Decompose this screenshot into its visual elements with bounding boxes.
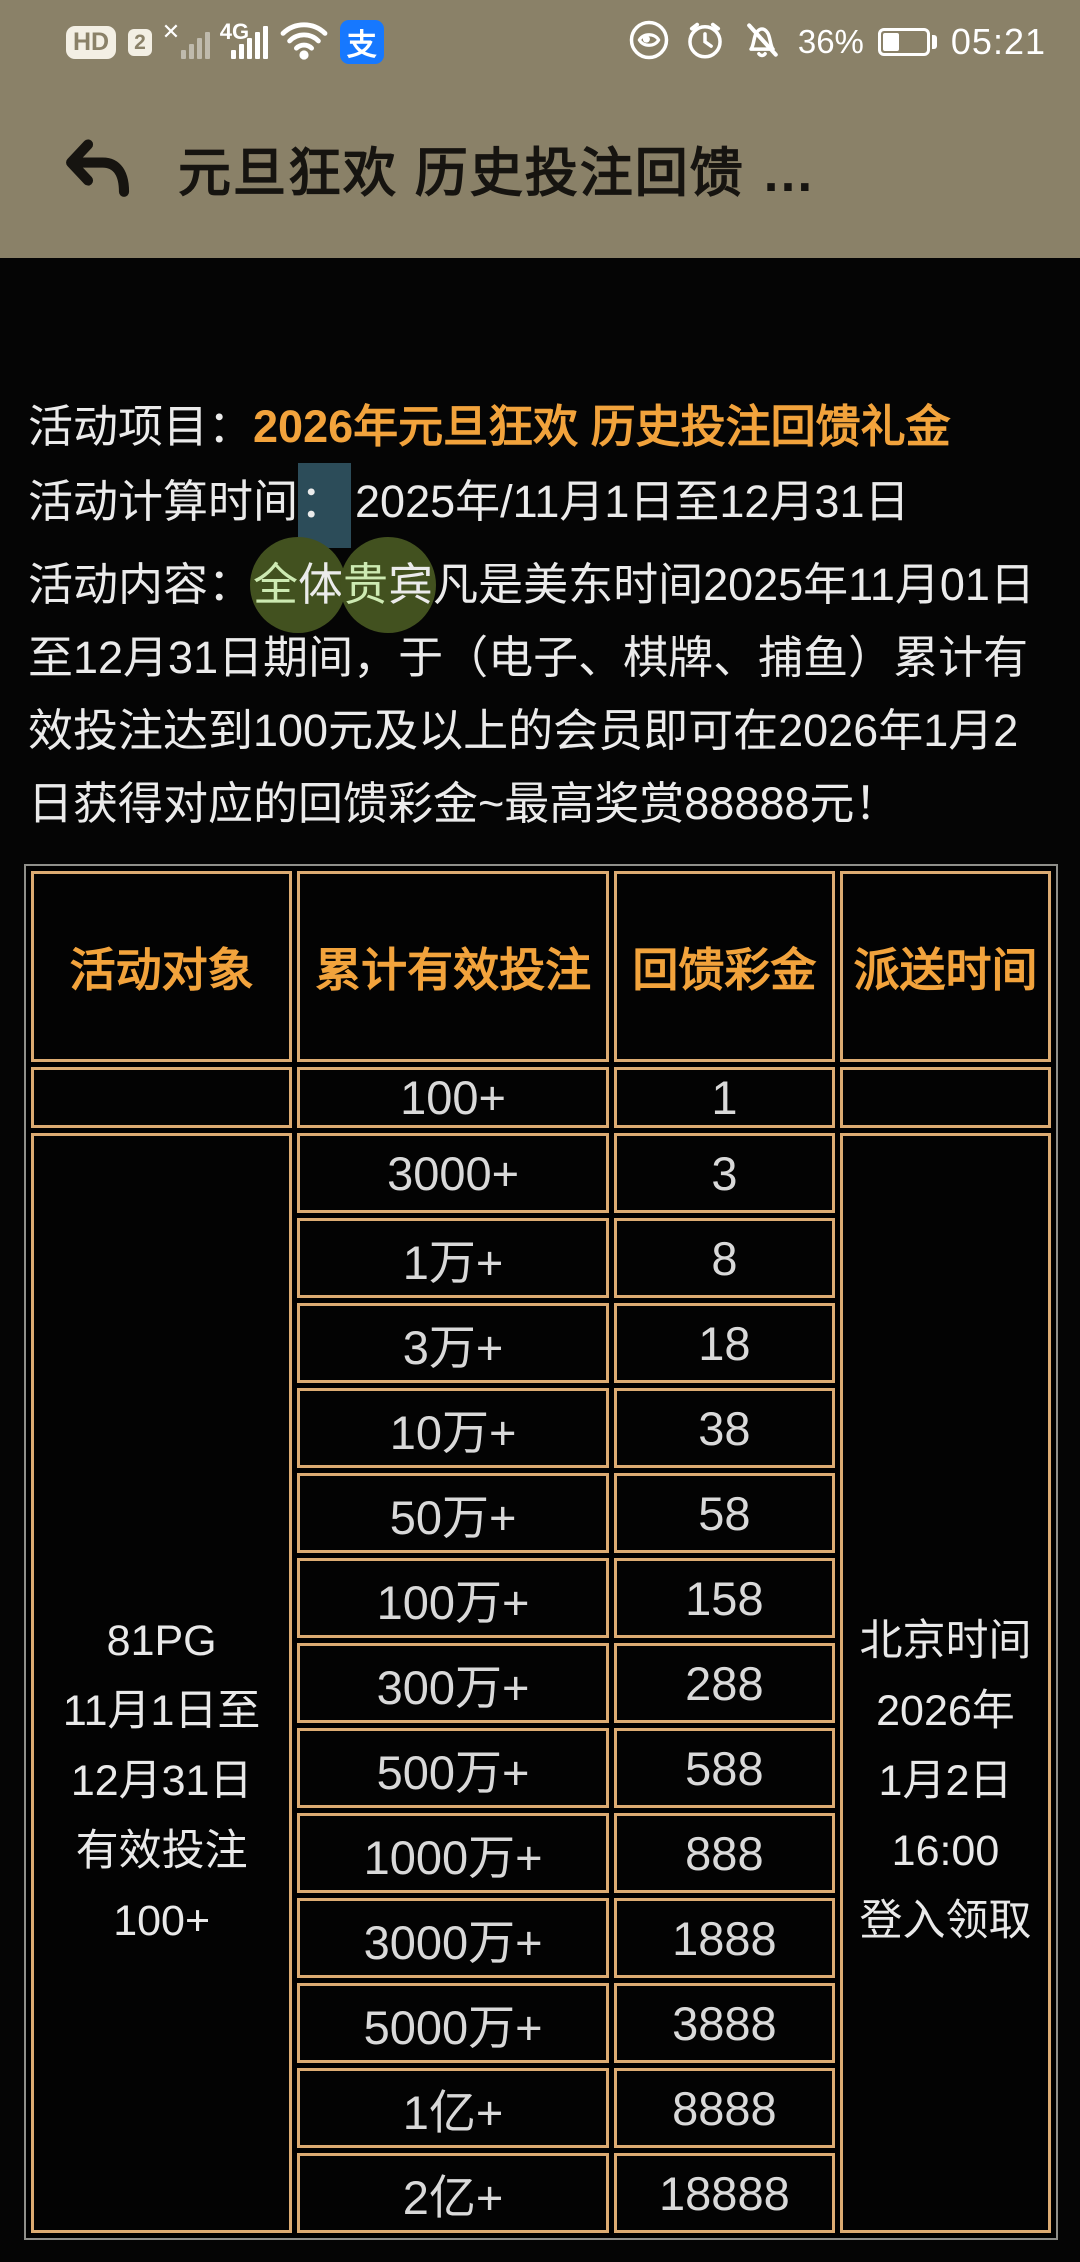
bet-cell: 5000万+ xyxy=(297,1983,609,2063)
bet-cell: 2亿+ xyxy=(297,2153,609,2233)
calc-time-value: 2025年/11月1日至12月31日 xyxy=(355,476,910,527)
bonus-cell: 3 xyxy=(613,1133,835,1213)
bonus-cell: 18 xyxy=(613,1303,835,1383)
table-row: 3000万+ 1888 xyxy=(31,1898,1051,1978)
bet-cell: 3000+ xyxy=(297,1133,609,1213)
promo-line-content: 活动内容：全体贵宾凡是美东时间2025年11月01日至12月31日期间，于（电子… xyxy=(28,548,1052,840)
bet-cell: 500万+ xyxy=(297,1728,609,1808)
send-time-merged-cell: 北京时间 2026年 1月2日 16:00 登入领取 xyxy=(839,1133,1051,2233)
table-row: 100万+ 158 xyxy=(31,1558,1051,1638)
col-header-bet: 累计有效投注 xyxy=(297,871,609,1062)
table-row: 1亿+ 8888 xyxy=(31,2068,1051,2148)
hd-badge: HD xyxy=(66,25,117,59)
promo-line-time: 活动计算时间： 2025年/11月1日至12月31日 xyxy=(28,463,1052,548)
table-row: 5000万+ 3888 xyxy=(31,1983,1051,2063)
bonus-cell: 8888 xyxy=(613,2068,835,2148)
highlight-group-2: 贵宾 xyxy=(343,548,433,621)
empty-cell xyxy=(839,1067,1051,1128)
bonus-cell: 288 xyxy=(613,1643,835,1723)
highlight-group-1: 全体 xyxy=(253,548,343,621)
bet-cell: 10万+ xyxy=(297,1388,609,1468)
calc-time-label: 活动计算时间 xyxy=(28,476,299,527)
mute-icon xyxy=(740,18,784,67)
wifi-icon xyxy=(280,19,328,66)
nav-header: 元旦狂欢 历史投注回馈 … xyxy=(0,80,1080,258)
bonus-cell: 58 xyxy=(613,1473,835,1553)
promo-line-project: 活动项目：2026年元旦狂欢 历史投注回馈礼金 xyxy=(28,390,1052,463)
promo-content: 活动项目：2026年元旦狂欢 历史投注回馈礼金 活动计算时间： 2025年/11月… xyxy=(0,390,1080,2240)
signal-no-service-icon: ✕ xyxy=(162,19,210,63)
sim2-badge: 2 xyxy=(128,28,152,56)
col-header-send-time: 派送时间 xyxy=(839,871,1051,1062)
bonus-cell: 888 xyxy=(613,1813,835,1893)
status-time: 05:21 xyxy=(950,21,1046,62)
table-row: 100+ 1 xyxy=(31,1067,1051,1128)
eye-comfort-icon xyxy=(628,19,670,66)
table-row: 1000万+ 888 xyxy=(31,1813,1051,1893)
table-row: 1万+ 8 xyxy=(31,1218,1051,1298)
empty-cell xyxy=(31,1067,293,1128)
page-title: 元旦狂欢 历史投注回馈 … xyxy=(178,144,817,203)
content-body: 凡是美东时间2025年11月01日至12月31日期间，于（电子、棋牌、捕鱼）累计… xyxy=(28,559,1035,829)
col-header-target: 活动对象 xyxy=(31,871,293,1062)
selection-highlight: ： xyxy=(298,463,352,548)
project-label: 活动项目： xyxy=(28,401,254,452)
bet-cell: 100万+ xyxy=(297,1558,609,1638)
bonus-cell: 8 xyxy=(613,1218,835,1298)
col-header-bonus: 回馈彩金 xyxy=(613,871,835,1062)
status-bar: HD 2 ✕ 4G 支 xyxy=(0,0,1080,80)
table-row: 500万+ 588 xyxy=(31,1728,1051,1808)
bet-cell: 300万+ xyxy=(297,1643,609,1723)
reward-table: 活动对象 累计有效投注 回馈彩金 派送时间 100+ 1 81PG 11月1日至… xyxy=(24,864,1058,2240)
bonus-cell: 1 xyxy=(613,1067,835,1128)
bonus-cell: 158 xyxy=(613,1558,835,1638)
bet-cell: 1万+ xyxy=(297,1218,609,1298)
target-merged-cell: 81PG 11月1日至 12月31日 有效投注 100+ xyxy=(31,1133,293,2233)
bet-cell: 3000万+ xyxy=(297,1898,609,1978)
battery-percent: 36% xyxy=(797,23,864,60)
bet-cell: 1000万+ xyxy=(297,1813,609,1893)
table-header-row: 活动对象 累计有效投注 回馈彩金 派送时间 xyxy=(31,871,1051,1062)
status-left-cluster: HD 2 ✕ 4G 支 xyxy=(66,19,384,66)
content-label: 活动内容： xyxy=(28,559,254,610)
alarm-icon xyxy=(684,19,726,66)
table-row: 300万+ 288 xyxy=(31,1643,1051,1723)
table-row: 3万+ 18 xyxy=(31,1303,1051,1383)
bonus-cell: 3888 xyxy=(613,1983,835,2063)
table-row: 50万+ 58 xyxy=(31,1473,1051,1553)
bet-cell: 1亿+ xyxy=(297,2068,609,2148)
table-row: 10万+ 38 xyxy=(31,1388,1051,1468)
table-row: 2亿+ 18888 xyxy=(31,2153,1051,2233)
bonus-cell: 588 xyxy=(613,1728,835,1808)
back-button[interactable] xyxy=(58,131,136,208)
bet-cell: 3万+ xyxy=(297,1303,609,1383)
signal-4g-icon: 4G xyxy=(220,19,268,63)
alipay-icon: 支 xyxy=(339,20,384,64)
status-right-cluster: 36% 05:21 xyxy=(628,18,1046,67)
bonus-cell: 1888 xyxy=(613,1898,835,1978)
bet-cell: 50万+ xyxy=(297,1473,609,1553)
project-value: 2026年元旦狂欢 历史投注回馈礼金 xyxy=(253,401,951,452)
table-row: 81PG 11月1日至 12月31日 有效投注 100+ 3000+ 3 北京时… xyxy=(31,1133,1051,2233)
bet-cell: 100+ xyxy=(297,1067,609,1128)
bonus-cell: 18888 xyxy=(613,2153,835,2233)
battery-icon xyxy=(877,28,937,56)
bonus-cell: 38 xyxy=(613,1388,835,1468)
